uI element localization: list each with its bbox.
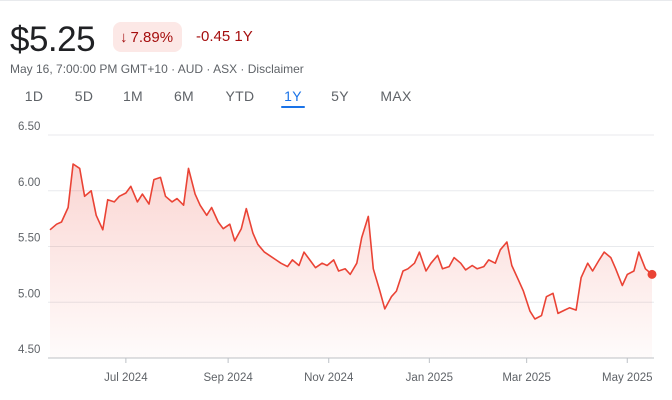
x-tick-label: Jan 2025	[406, 372, 453, 384]
quote-meta: May 16, 7:00:00 PM GMT+10 · AUD · ASX · …	[10, 62, 304, 76]
disclaimer-link[interactable]: Disclaimer	[247, 62, 304, 76]
current-price: $5.25	[10, 20, 96, 59]
current-price-marker	[647, 269, 657, 279]
price-line	[49, 163, 653, 320]
x-tick-label: Sep 2024	[204, 372, 254, 384]
x-axis: Jul 2024 Sep 2024 Nov 2024 Jan 2025 Mar 2025…	[104, 358, 653, 384]
range-tab-1m[interactable]: 1M	[122, 88, 144, 104]
change-percent: 7.89%	[130, 28, 174, 46]
price-chart[interactable]: 6.50 6.00 5.50 5.00 4.50 Jul 2024 Sep 2024 Nov…	[0, 115, 672, 400]
y-tick-label: 4.50	[18, 344, 40, 356]
y-tick-label: 5.00	[18, 288, 40, 300]
active-range-indicator	[281, 106, 305, 108]
range-tab-6m[interactable]: 6M	[173, 88, 195, 104]
y-tick-label: 6.00	[18, 177, 40, 189]
arrow-down-icon: ↓	[120, 28, 128, 46]
quote-timestamp: May 16, 7:00:00 PM GMT+10 · AUD · ASX ·	[10, 62, 248, 76]
y-tick-label: 5.50	[18, 233, 40, 245]
y-axis-labels: 6.50 6.00 5.50 5.00 4.50	[18, 121, 40, 356]
x-tick-label: Jul 2024	[104, 372, 148, 384]
range-tab-1d[interactable]: 1D	[24, 88, 44, 104]
range-tab-max[interactable]: MAX	[380, 88, 412, 104]
range-tab-5y[interactable]: 5Y	[331, 88, 349, 104]
change-percent-badge: ↓ 7.89%	[113, 22, 183, 52]
x-tick-label: May 2025	[602, 372, 653, 384]
x-tick-label: Nov 2024	[304, 372, 354, 384]
change-value: -0.45 1Y	[196, 28, 253, 45]
range-tab-5d[interactable]: 5D	[74, 88, 94, 104]
price-area-fill	[50, 164, 652, 358]
range-tab-ytd[interactable]: YTD	[225, 88, 255, 104]
y-tick-label: 6.50	[18, 121, 40, 133]
top-divider	[0, 0, 672, 1]
range-tab-1y[interactable]: 1Y	[284, 88, 302, 104]
x-tick-label: Mar 2025	[502, 372, 551, 384]
